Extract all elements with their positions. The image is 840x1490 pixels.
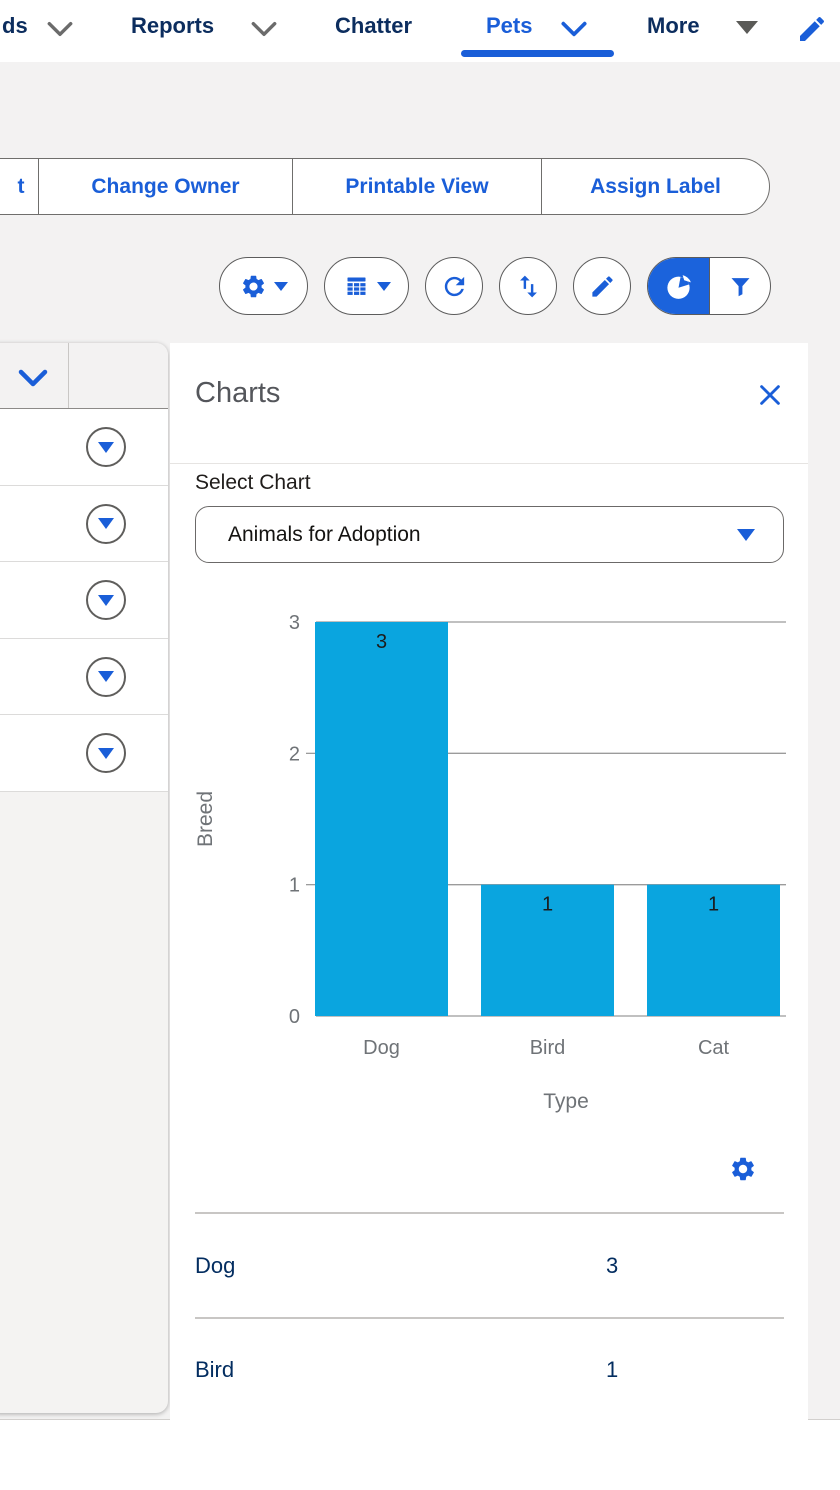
triangle-down-icon xyxy=(98,518,114,529)
selected-chart-value: Animals for Adoption xyxy=(228,522,421,546)
nav-item-partial[interactable]: ds xyxy=(2,13,28,38)
triangle-down-icon xyxy=(376,281,391,291)
chart-filter-toggle-group xyxy=(647,257,771,315)
x-category-label: Cat xyxy=(698,1037,730,1059)
record-action-button-group: t Change Owner Printable View Assign Lab… xyxy=(0,158,770,215)
row-actions-button[interactable] xyxy=(86,580,126,620)
charts-panel-title: Charts xyxy=(195,377,281,409)
sort-arrows-icon xyxy=(519,275,537,297)
triangle-down-icon xyxy=(737,528,755,541)
pie-chart-icon xyxy=(667,274,691,299)
bar-bird[interactable] xyxy=(481,884,614,1016)
main-content-region: t Change Owner Printable View Assign Lab… xyxy=(0,62,840,1420)
pencil-icon[interactable] xyxy=(796,13,828,45)
x-category-label: Bird xyxy=(530,1037,566,1059)
table-row[interactable] xyxy=(0,715,168,792)
summary-row: Dog 3 xyxy=(195,1244,784,1288)
table-columns-icon xyxy=(347,277,365,295)
table-row[interactable] xyxy=(0,485,168,562)
summary-divider xyxy=(195,1317,784,1319)
table-row[interactable] xyxy=(0,638,168,715)
display-as-table-button[interactable] xyxy=(324,257,409,315)
summary-value: 1 xyxy=(606,1357,619,1382)
bar-dog[interactable] xyxy=(315,622,448,1016)
summary-label: Bird xyxy=(195,1357,235,1382)
svg-text:1: 1 xyxy=(289,875,300,897)
chevron-down-icon[interactable] xyxy=(46,21,74,37)
column-divider xyxy=(68,343,69,408)
partial-action-button[interactable]: t xyxy=(0,158,40,215)
triangle-down-icon xyxy=(98,594,114,606)
summary-label: Dog xyxy=(195,1253,236,1278)
svg-text:3: 3 xyxy=(376,631,387,653)
active-tab-underline xyxy=(461,50,614,57)
chart-select-dropdown[interactable]: Animals for Adoption xyxy=(195,506,784,563)
svg-text:1: 1 xyxy=(708,894,719,916)
records-table-card xyxy=(0,343,168,1413)
bar-chart-canvas[interactable]: 0 1 2 3 3 Dog 1 Bird 1 Cat Type Breed xyxy=(170,588,808,1148)
refresh-icon xyxy=(444,276,464,296)
table-row[interactable] xyxy=(0,409,168,486)
svg-text:3: 3 xyxy=(289,612,300,634)
triangle-down-icon xyxy=(98,747,114,759)
top-navbar: ds Reports Chatter Pets More xyxy=(0,0,840,62)
nav-item-pets[interactable]: Pets xyxy=(486,13,533,38)
select-chart-label: Select Chart xyxy=(195,471,311,494)
y-axis-title: Breed xyxy=(194,791,217,847)
refresh-button[interactable] xyxy=(425,257,483,315)
triangle-down-icon[interactable] xyxy=(736,21,758,34)
change-owner-button[interactable]: Change Owner xyxy=(38,158,293,215)
triangle-down-icon xyxy=(273,281,288,291)
edit-pencil-icon xyxy=(591,275,613,297)
close-x-icon[interactable] xyxy=(758,383,782,407)
row-actions-button[interactable] xyxy=(86,733,126,773)
filter-funnel-icon xyxy=(731,277,749,296)
table-row[interactable] xyxy=(0,562,168,639)
triangle-down-icon xyxy=(98,441,114,453)
sort-button[interactable] xyxy=(499,257,557,315)
bar-chart: 0 1 2 3 3 Dog 1 Bird 1 Cat Type Breed xyxy=(194,612,786,1113)
nav-item-more[interactable]: More xyxy=(647,13,700,38)
chevron-down-icon[interactable] xyxy=(250,21,278,37)
bar-cat[interactable] xyxy=(647,884,780,1016)
x-axis-title: Type xyxy=(543,1090,589,1113)
nav-item-chatter[interactable]: Chatter xyxy=(335,13,413,38)
list-view-toolbar xyxy=(219,257,771,315)
table-header-row xyxy=(0,343,168,409)
summary-row: Bird 1 xyxy=(195,1348,784,1392)
chevron-down-icon[interactable] xyxy=(560,21,588,37)
x-category-label: Dog xyxy=(363,1037,400,1059)
row-actions-button[interactable] xyxy=(86,656,126,697)
svg-text:2: 2 xyxy=(289,743,300,765)
svg-text:0: 0 xyxy=(289,1006,300,1028)
summary-divider xyxy=(195,1212,784,1214)
assign-label-button[interactable]: Assign Label xyxy=(541,158,770,215)
triangle-down-icon xyxy=(98,671,114,682)
row-actions-button[interactable] xyxy=(86,427,126,467)
gear-icon[interactable] xyxy=(729,1155,757,1183)
show-filters-button[interactable] xyxy=(709,258,770,314)
svg-text:1: 1 xyxy=(542,894,553,916)
chevron-down-icon[interactable] xyxy=(18,369,48,387)
printable-view-button[interactable]: Printable View xyxy=(291,158,543,215)
list-settings-button[interactable] xyxy=(219,257,308,315)
charts-panel: Charts Select Chart Animals for Adoption… xyxy=(170,343,808,1420)
show-charts-button[interactable] xyxy=(648,258,709,314)
summary-value: 3 xyxy=(606,1253,619,1278)
row-actions-button[interactable] xyxy=(86,503,126,544)
nav-item-reports[interactable]: Reports xyxy=(131,13,215,38)
settings-gear-icon xyxy=(242,275,264,297)
inline-edit-button[interactable] xyxy=(573,257,631,315)
panel-divider xyxy=(170,463,808,464)
